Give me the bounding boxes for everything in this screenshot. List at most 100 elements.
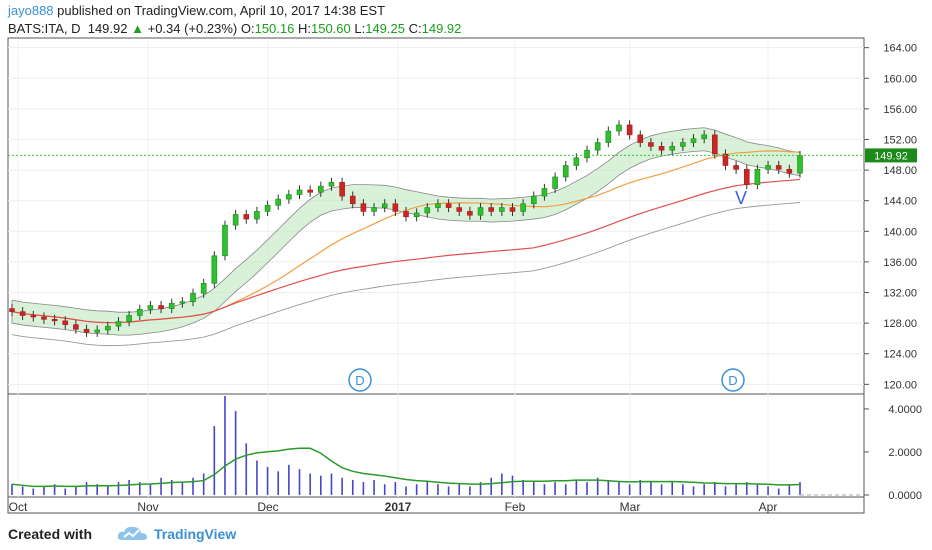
candle-body: [105, 325, 111, 331]
candle-body: [797, 155, 803, 174]
candle-body: [307, 189, 313, 193]
tradingview-logo-icon: [117, 526, 147, 540]
footer: Created with TradingView: [0, 517, 932, 550]
symbol-label: BATS:ITA, D: [8, 21, 81, 36]
candle-body: [712, 134, 718, 155]
price-tick-label: 140.00: [883, 226, 917, 238]
candle-body: [360, 203, 367, 212]
candle-body: [296, 189, 303, 195]
candle-body: [30, 315, 37, 318]
price-change: +0.34 (+0.23%): [147, 21, 238, 36]
candle-body: [136, 309, 143, 316]
candle-body: [722, 153, 729, 166]
price-tick-label: 136.00: [883, 257, 917, 269]
candle-body: [41, 316, 47, 320]
time-tick-label: Apr: [759, 500, 778, 514]
svg-text:D: D: [728, 373, 737, 388]
close-value: 149.92: [421, 21, 462, 36]
candle-body: [669, 146, 676, 151]
candle-body: [456, 207, 463, 212]
candle-body: [115, 321, 122, 327]
candle-body: [743, 169, 750, 185]
candle-body: [530, 195, 537, 205]
price-tick-label: 132.00: [883, 288, 917, 300]
up-arrow-icon: ▲: [131, 21, 144, 36]
candle-body: [424, 207, 431, 214]
created-with-label: Created with: [8, 526, 93, 542]
candle-body: [232, 214, 239, 226]
candle-body: [648, 142, 654, 147]
candle-body: [211, 255, 218, 284]
time-axis: Oct Nov Dec 2017 Feb Mar Apr: [9, 500, 778, 514]
time-tick-label: Dec: [257, 500, 278, 514]
candle-body: [775, 165, 782, 170]
candle-body: [680, 142, 686, 147]
price-chart[interactable]: 164.00 160.00 156.00 152.00 148.00 144.00 140.…: [0, 0, 932, 515]
candle-body: [499, 207, 505, 212]
candle-body: [605, 130, 612, 143]
candle-body: [626, 124, 633, 136]
candle-body: [318, 185, 324, 193]
candle-body: [477, 207, 484, 216]
svg-text:D: D: [355, 373, 364, 388]
candle-body: [658, 146, 665, 151]
open-value: 150.16: [254, 21, 295, 36]
candle-body: [562, 165, 569, 178]
author-link[interactable]: jayo888: [8, 3, 54, 18]
candle-body: [690, 138, 697, 143]
candle-body: [733, 165, 739, 170]
candle-body: [381, 203, 388, 208]
ma-gray-line: [11, 201, 801, 347]
time-tick-label: Oct: [9, 500, 28, 514]
high-value: 150.60: [310, 21, 351, 36]
candle-body: [403, 211, 409, 218]
candle-body: [339, 182, 345, 197]
volume-series: [11, 396, 864, 496]
candle-body: [286, 194, 292, 200]
chart-title: jayo888 published on TradingView.com, Ap…: [8, 3, 385, 18]
low-label: L:: [354, 21, 366, 36]
candle-body: [179, 301, 186, 304]
candle-body: [616, 124, 622, 132]
candle-body: [765, 165, 771, 170]
dividend-marker[interactable]: D: [721, 368, 745, 392]
candle-body: [392, 203, 399, 212]
volume-tick-label: 4.0000: [888, 404, 922, 416]
candle-body: [158, 305, 164, 309]
candle-body: [94, 329, 100, 333]
price-tick-label: 148.00: [883, 165, 917, 177]
time-tick-label: Feb: [505, 500, 526, 514]
candle-body: [83, 328, 90, 333]
candle-body: [594, 142, 601, 151]
candle-body: [552, 176, 558, 189]
ohlc-legend: BATS:ITA, D 149.92 ▲ +0.34 (+0.23%) O:15…: [8, 21, 461, 36]
candle-body: [190, 292, 196, 303]
chart-frame: [7, 37, 865, 514]
ma-red-line: [11, 178, 801, 324]
time-tick-label: Nov: [137, 500, 158, 514]
candle-body: [126, 315, 132, 322]
price-tick-label: 156.00: [883, 104, 917, 116]
candle-body: [520, 203, 526, 212]
price-tick-label: 164.00: [883, 43, 917, 55]
candle-body: [222, 224, 228, 257]
candle-body: [573, 157, 580, 166]
candle-body: [200, 283, 207, 294]
price-tick-label: 124.00: [883, 349, 917, 361]
candlestick-series: [9, 120, 803, 337]
last-price-badge: 149.92: [865, 148, 917, 163]
ma-orange-line: [11, 150, 801, 324]
price-tick-label: 144.00: [883, 196, 917, 208]
candle-body: [254, 211, 260, 220]
candle-body: [51, 319, 58, 322]
svg-text:149.92: 149.92: [874, 150, 908, 162]
dividend-marker[interactable]: D: [348, 368, 372, 392]
candle-body: [541, 188, 548, 197]
volume-axis: 4.0000 2.0000 0.0000: [864, 404, 922, 502]
close-label: C:: [408, 21, 422, 36]
candle-body: [19, 311, 26, 316]
time-tick-label: Mar: [620, 500, 641, 514]
candle-body: [701, 134, 707, 140]
tradingview-brand-link[interactable]: TradingView: [154, 526, 237, 542]
candle-body: [147, 305, 154, 310]
